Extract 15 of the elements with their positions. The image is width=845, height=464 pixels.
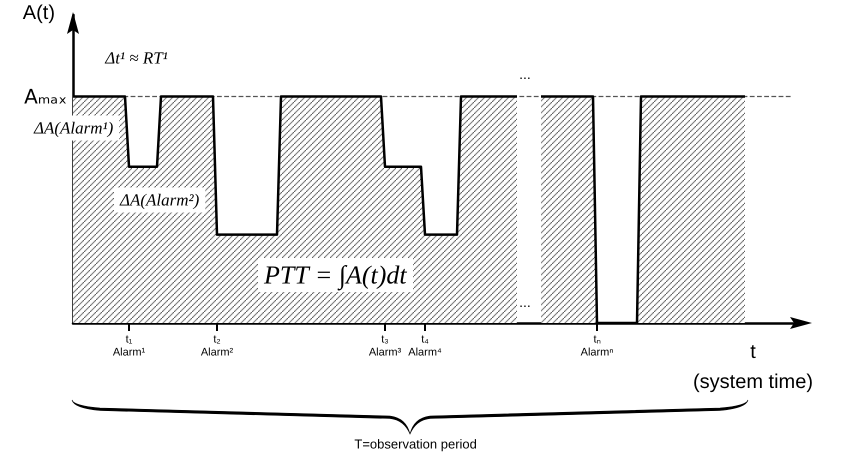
annotation: ΔA(Alarm¹) <box>33 118 114 138</box>
annotation: ... <box>519 294 531 310</box>
text: Δt¹ ≈ RT¹ <box>104 48 168 68</box>
x-tick-label: t₄ Alarm⁴ <box>408 334 442 358</box>
x-tick-label: t₃ Alarm³ <box>368 334 402 358</box>
text: T=observation period <box>354 436 477 452</box>
x-tick-label: t₂ Alarm² <box>200 334 234 358</box>
text: ... <box>519 66 531 82</box>
annotation: PTT = ∫A(t)dt <box>263 260 408 290</box>
x-tick-label: tₙ Alarmⁿ <box>580 334 614 358</box>
y-axis-title: A(t) <box>22 2 55 24</box>
x-tick-label: t₁ Alarm¹ <box>112 334 146 358</box>
annotation: ΔA(Alarm²) <box>119 190 200 210</box>
x-axis-title: t (system time) <box>693 341 813 393</box>
ref-line-label: Aₘₐₓ <box>24 84 67 109</box>
